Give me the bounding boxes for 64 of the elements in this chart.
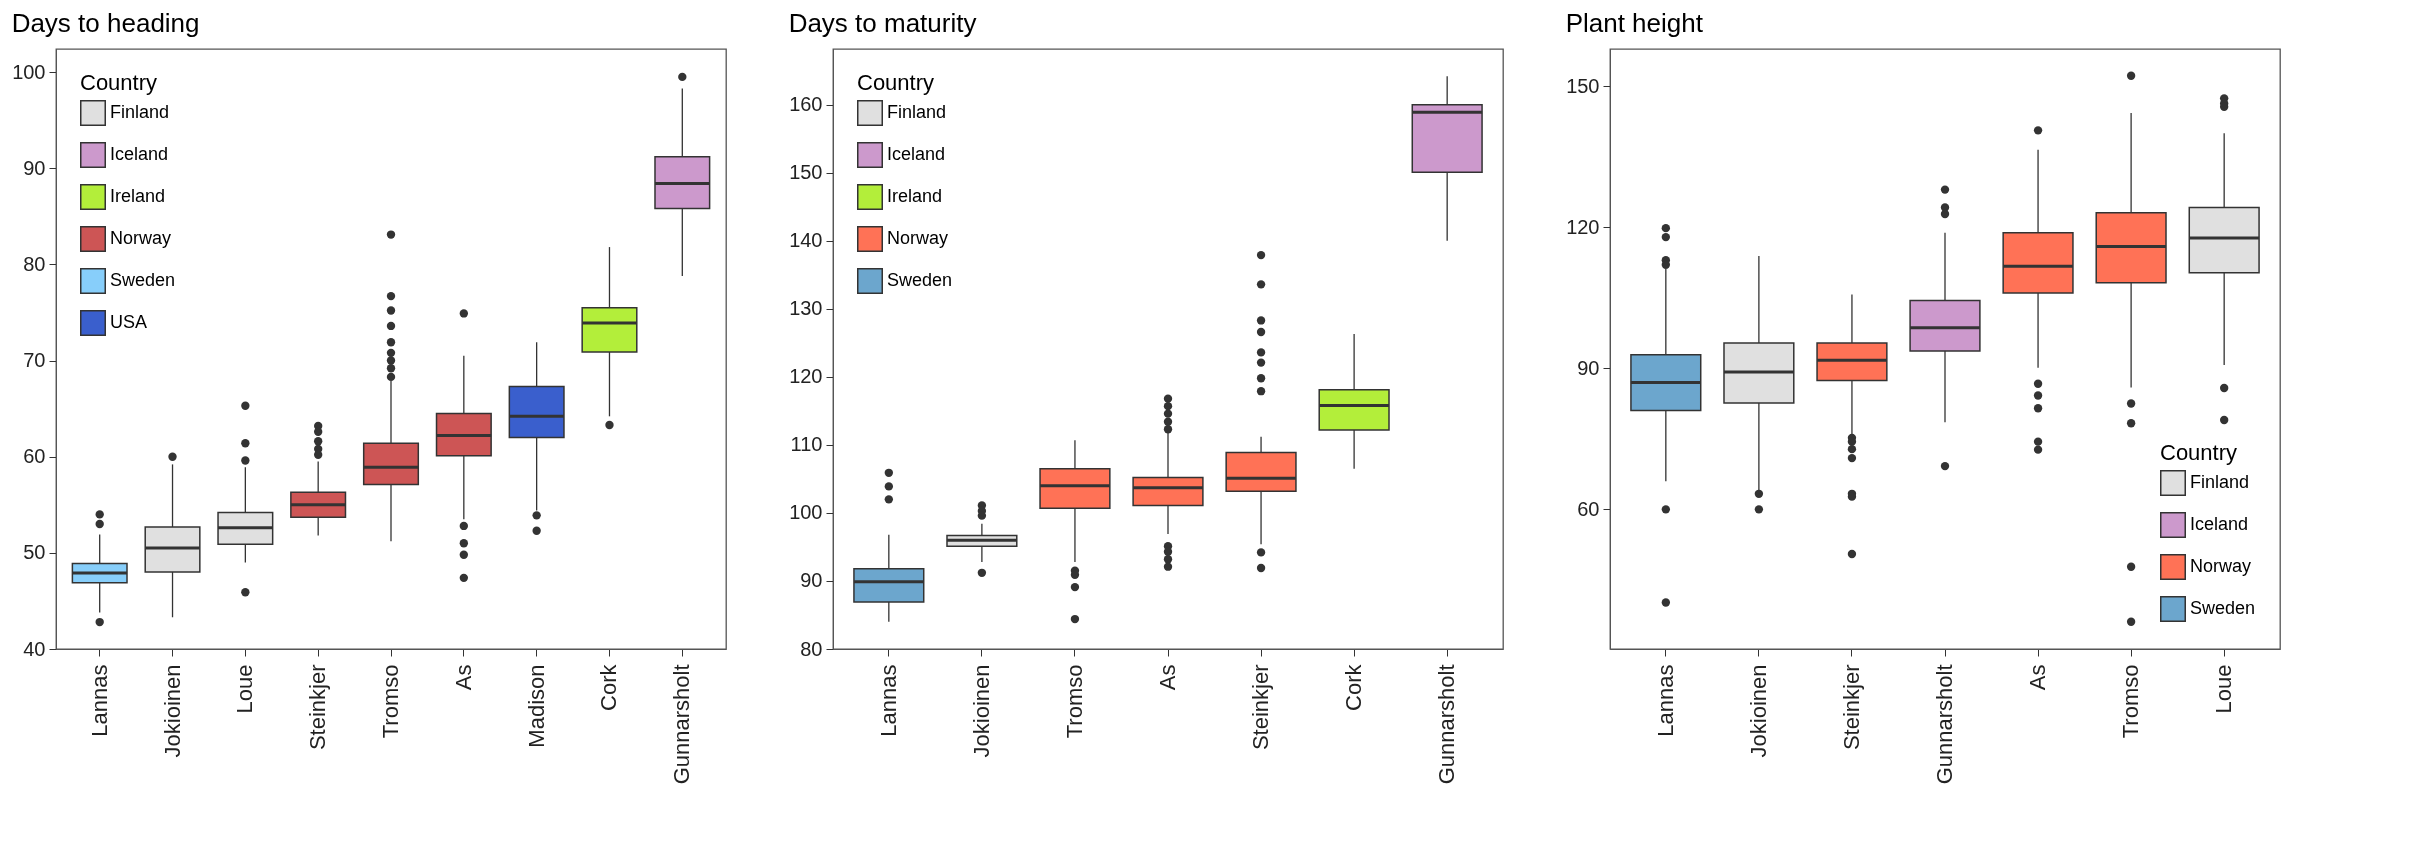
x-tick-label: Loue bbox=[232, 664, 258, 714]
y-tick-label: 60 bbox=[1577, 497, 1600, 520]
x-tick-label: Jokioinen bbox=[1745, 664, 1771, 758]
x-tick-label: Jokioinen bbox=[159, 664, 185, 758]
y-tick-label: 90 bbox=[23, 156, 46, 179]
legend-title: Country bbox=[80, 70, 158, 95]
y-tick-label: 120 bbox=[1566, 215, 1600, 238]
y-tick-label: 50 bbox=[23, 541, 46, 564]
y-tick-label: 110 bbox=[790, 433, 823, 456]
y-tick-label: 160 bbox=[789, 93, 823, 116]
y-tick-label: 150 bbox=[789, 161, 823, 184]
y-tick-label: 60 bbox=[23, 445, 46, 468]
legend-label: Finland bbox=[887, 102, 947, 122]
x-tick-label: Tromso bbox=[2118, 664, 2144, 739]
legend-label: Sweden bbox=[110, 270, 176, 290]
x-tick-label: Gunnarsholt bbox=[1434, 664, 1460, 785]
chart-title: Days to heading bbox=[11, 8, 200, 38]
legend-title: Country bbox=[857, 70, 935, 95]
chart-title: Days to maturity bbox=[788, 8, 977, 38]
x-tick-label: Tromso bbox=[1061, 664, 1087, 739]
y-tick-label: 150 bbox=[1566, 74, 1600, 97]
y-tick-label: 120 bbox=[789, 365, 823, 388]
x-tick-label: As bbox=[2025, 664, 2051, 691]
x-tick-label: Tromso bbox=[378, 664, 403, 739]
legend-label: Norway bbox=[110, 228, 172, 248]
x-tick-label: Jokioinen bbox=[968, 664, 994, 758]
x-tick-label: Steinkjer bbox=[1838, 664, 1864, 751]
legend-label: Norway bbox=[887, 228, 949, 248]
x-tick-label: Loue bbox=[2211, 664, 2237, 714]
legend-label: Ireland bbox=[110, 186, 166, 206]
x-tick-label: Lannas bbox=[875, 664, 901, 737]
legend-label: Finland bbox=[2190, 472, 2250, 492]
legend-label: Norway bbox=[2190, 556, 2252, 576]
y-tick-label: 90 bbox=[800, 569, 823, 592]
legend-title: Country bbox=[2160, 440, 2238, 465]
legend-label: Iceland bbox=[887, 144, 946, 164]
x-tick-label: As bbox=[1155, 664, 1180, 691]
y-tick-label: 80 bbox=[23, 252, 46, 275]
x-tick-label: Gunnarsholt bbox=[1932, 664, 1957, 785]
y-tick-label: 100 bbox=[789, 501, 823, 524]
legend-label: USA bbox=[110, 312, 148, 332]
legend-label: Iceland bbox=[110, 144, 169, 164]
y-tick-label: 70 bbox=[23, 349, 46, 372]
x-tick-label: As bbox=[450, 664, 476, 691]
x-tick-label: Madison bbox=[523, 664, 549, 748]
legend-label: Sweden bbox=[887, 270, 953, 290]
y-tick-label: 40 bbox=[23, 637, 46, 660]
y-tick-label: 100 bbox=[12, 60, 46, 83]
y-tick-label: 140 bbox=[789, 229, 823, 252]
legend-label: Iceland bbox=[2190, 514, 2249, 534]
x-tick-label: Cork bbox=[1341, 663, 1367, 711]
x-tick-label: Cork bbox=[596, 663, 622, 711]
legend-label: Finland bbox=[110, 102, 170, 122]
x-tick-label: Lannas bbox=[86, 664, 112, 737]
x-tick-label: Gunnarsholt bbox=[669, 664, 695, 785]
legend-label: Ireland bbox=[887, 186, 943, 206]
x-tick-label: Steinkjer bbox=[1248, 664, 1274, 751]
y-tick-label: 80 bbox=[800, 637, 823, 660]
chart-title: Plant height bbox=[1565, 8, 1704, 38]
x-tick-label: Steinkjer bbox=[305, 664, 331, 751]
legend-label: Sweden bbox=[2190, 598, 2256, 618]
y-tick-label: 90 bbox=[1577, 356, 1600, 379]
x-tick-label: Lannas bbox=[1652, 664, 1678, 737]
y-tick-label: 130 bbox=[789, 297, 823, 320]
